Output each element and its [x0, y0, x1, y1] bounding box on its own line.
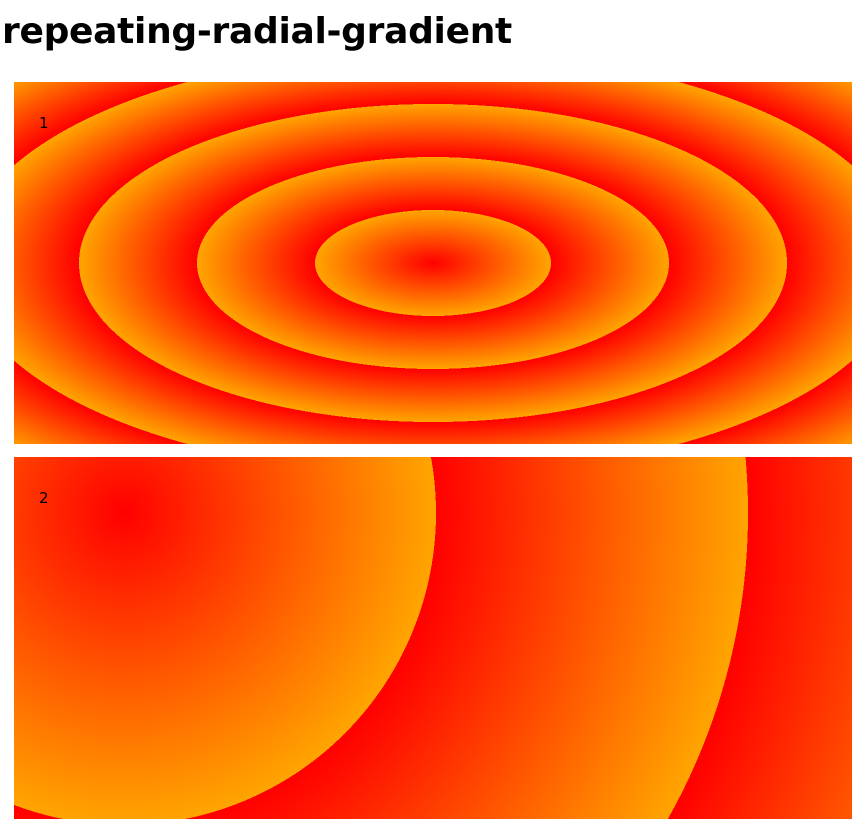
page-title: repeating-radial-gradient — [2, 11, 512, 52]
gradient-box-1: 1 — [14, 82, 852, 444]
box-label: 1 — [39, 114, 49, 132]
gradient-box-2: 2 — [14, 457, 852, 819]
box-label: 2 — [39, 489, 49, 507]
